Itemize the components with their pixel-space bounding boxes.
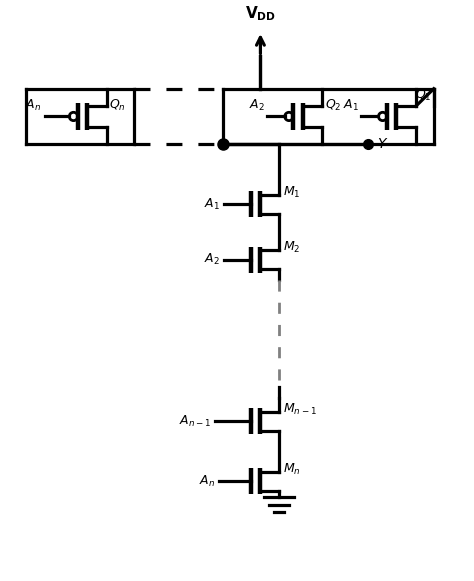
Text: $Q_2$: $Q_2$ — [325, 98, 341, 113]
Text: $\mathbf{V_{DD}}$: $\mathbf{V_{DD}}$ — [245, 5, 276, 23]
Text: $A_n$: $A_n$ — [199, 474, 216, 489]
Text: $A_n$: $A_n$ — [25, 98, 41, 113]
Text: $A_2$: $A_2$ — [249, 98, 265, 113]
Text: $M_1$: $M_1$ — [283, 185, 301, 200]
Text: $Y$: $Y$ — [377, 137, 388, 151]
Text: $M_{n-1}$: $M_{n-1}$ — [283, 401, 317, 417]
Text: $M_n$: $M_n$ — [283, 461, 301, 476]
Text: $A_{n-1}$: $A_{n-1}$ — [179, 414, 211, 429]
Text: $Q_1$: $Q_1$ — [415, 88, 431, 103]
Text: $A_1$: $A_1$ — [204, 196, 220, 211]
Text: $M_2$: $M_2$ — [283, 240, 301, 255]
Text: $Q_n$: $Q_n$ — [109, 98, 126, 113]
Text: $A_1$: $A_1$ — [343, 98, 359, 113]
Text: $A_2$: $A_2$ — [204, 252, 220, 267]
